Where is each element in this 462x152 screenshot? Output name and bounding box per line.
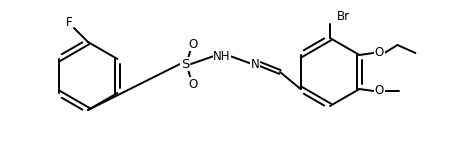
Text: O: O [375,47,384,59]
Text: S: S [181,57,189,71]
Text: O: O [188,38,198,50]
Text: Br: Br [337,9,350,22]
Text: N: N [250,57,259,71]
Text: NH: NH [213,50,231,62]
Text: F: F [66,17,73,29]
Text: O: O [375,85,384,97]
Text: O: O [188,78,198,90]
